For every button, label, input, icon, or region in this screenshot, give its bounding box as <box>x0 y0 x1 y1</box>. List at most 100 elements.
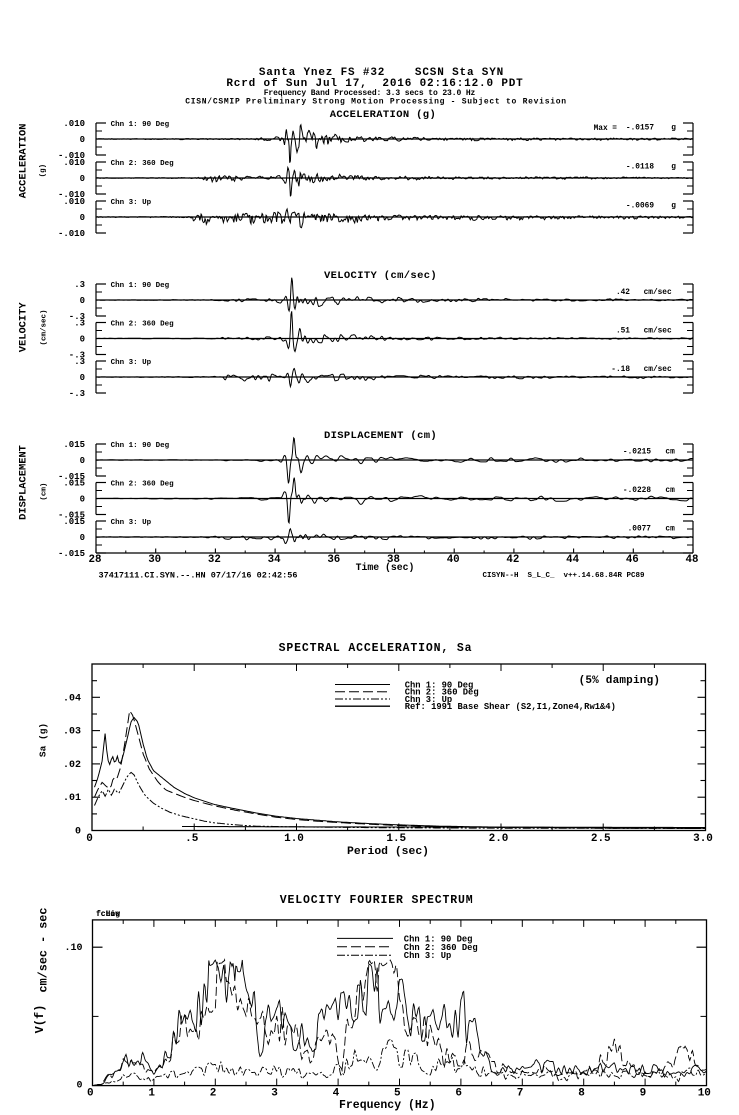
svg-text:Time (sec): Time (sec) <box>356 562 415 573</box>
svg-text:cm/sec: cm/sec <box>644 289 672 297</box>
svg-text:8: 8 <box>578 1087 585 1099</box>
svg-text:42: 42 <box>506 554 519 566</box>
svg-text:.5: .5 <box>185 833 199 845</box>
svg-text:Period (sec): Period (sec) <box>347 846 429 858</box>
svg-text:2.0: 2.0 <box>489 833 509 845</box>
svg-text:-.3: -.3 <box>69 312 85 322</box>
svg-text:(5% damping): (5% damping) <box>579 675 661 687</box>
svg-text:Max =: Max = <box>594 125 618 133</box>
svg-text:(cm): (cm) <box>41 483 49 501</box>
svg-text:0: 0 <box>80 335 85 345</box>
svg-text:-.0215: -.0215 <box>623 449 651 457</box>
svg-text:Chn 2: 360 Deg: Chn 2: 360 Deg <box>111 480 175 488</box>
svg-text:SPECTRAL ACCELERATION, Sa: SPECTRAL ACCELERATION, Sa <box>279 642 473 655</box>
svg-text:(cm/sec): (cm/sec) <box>41 309 49 345</box>
svg-text:0: 0 <box>80 373 85 383</box>
svg-text:fcHig: fcHig <box>96 910 120 919</box>
svg-text:32: 32 <box>208 554 221 566</box>
svg-text:0: 0 <box>80 296 85 306</box>
svg-text:Chn 3: Up: Chn 3: Up <box>111 359 152 367</box>
svg-text:7: 7 <box>517 1087 524 1099</box>
svg-text:VELOCITY FOURIER SPECTRUM: VELOCITY FOURIER SPECTRUM <box>280 894 474 907</box>
svg-text:-.015: -.015 <box>58 472 85 482</box>
svg-text:37417111.CI.SYN.--.HN 07/17/16: 37417111.CI.SYN.--.HN 07/17/16 02:42:56 <box>99 571 298 581</box>
svg-text:30: 30 <box>148 554 161 566</box>
svg-text:3: 3 <box>271 1087 278 1099</box>
svg-text:-.0157: -.0157 <box>626 125 654 133</box>
svg-text:Chn 2: 360 Deg: Chn 2: 360 Deg <box>405 688 479 698</box>
svg-text:DISPLACEMENT (cm): DISPLACEMENT (cm) <box>324 430 437 442</box>
svg-text:.03: .03 <box>63 727 81 738</box>
svg-text:44: 44 <box>566 554 579 566</box>
svg-text:40: 40 <box>447 554 460 566</box>
svg-text:Frequency Band Processed: 3.3: Frequency Band Processed: 3.3 secs to 23… <box>264 89 476 98</box>
svg-text:1.5: 1.5 <box>386 833 406 845</box>
svg-text:cm: cm <box>665 526 675 534</box>
svg-text:.010: .010 <box>63 119 85 129</box>
svg-text:.3: .3 <box>74 280 85 290</box>
svg-text:.01: .01 <box>63 793 81 804</box>
svg-text:.3: .3 <box>74 319 85 329</box>
svg-text:5: 5 <box>394 1087 401 1099</box>
svg-text:1.0: 1.0 <box>284 833 304 845</box>
svg-text:-.18: -.18 <box>611 366 630 374</box>
svg-text:.42: .42 <box>616 289 630 297</box>
svg-text:46: 46 <box>626 554 639 566</box>
svg-text:fcLow: fcLow <box>96 910 120 919</box>
svg-text:.010: .010 <box>63 158 85 168</box>
svg-text:0: 0 <box>75 827 81 838</box>
svg-text:Chn 3: Up: Chn 3: Up <box>405 695 453 705</box>
svg-text:V(f): V(f) <box>33 1005 47 1034</box>
svg-text:Chn 3: Up: Chn 3: Up <box>111 199 152 207</box>
svg-text:Chn 2: 360 Deg: Chn 2: 360 Deg <box>111 160 175 168</box>
svg-text:ACCELERATION: ACCELERATION <box>18 123 30 198</box>
svg-text:Chn 1: 90 Deg: Chn 1: 90 Deg <box>404 934 473 944</box>
svg-text:2: 2 <box>210 1087 217 1099</box>
svg-text:VELOCITY: VELOCITY <box>18 302 30 353</box>
svg-text:ACCELERATION (g): ACCELERATION (g) <box>330 109 436 121</box>
svg-text:.015: .015 <box>63 517 85 527</box>
svg-text:-.015: -.015 <box>58 511 85 521</box>
svg-text:10: 10 <box>698 1087 711 1099</box>
svg-text:Chn 2: 360 Deg: Chn 2: 360 Deg <box>111 320 175 328</box>
svg-text:9: 9 <box>640 1087 647 1099</box>
svg-text:cm/sec - sec: cm/sec - sec <box>37 908 51 993</box>
svg-text:Ref: 1991 Base Shear (S2,I1,Zo: Ref: 1991 Base Shear (S2,I1,Zone4,Rw1&4) <box>405 702 616 712</box>
svg-text:Chn 1: 90 Deg: Chn 1: 90 Deg <box>111 442 170 450</box>
svg-text:-.010: -.010 <box>58 151 85 161</box>
svg-text:g: g <box>671 164 676 172</box>
svg-text:cm: cm <box>665 487 675 495</box>
svg-text:0: 0 <box>80 213 85 223</box>
svg-text:Santa Ynez FS #32 SCSN Sta: Santa Ynez FS #32 SCSN Sta SYN <box>259 67 504 79</box>
svg-text:Chn 1: 90 Deg: Chn 1: 90 Deg <box>405 681 474 691</box>
svg-text:Chn 1: 90 Deg: Chn 1: 90 Deg <box>111 282 170 290</box>
svg-text:38: 38 <box>387 554 400 566</box>
svg-text:.3: .3 <box>74 357 85 367</box>
svg-text:0: 0 <box>80 174 85 184</box>
svg-text:6: 6 <box>455 1087 462 1099</box>
svg-text:DISPLACEMENT: DISPLACEMENT <box>18 445 30 520</box>
svg-text:Chn 3: Up: Chn 3: Up <box>404 951 452 961</box>
svg-text:cm/sec: cm/sec <box>644 366 672 374</box>
svg-text:g: g <box>671 203 676 211</box>
svg-text:1: 1 <box>148 1087 155 1099</box>
svg-text:cm: cm <box>665 449 675 457</box>
svg-text:3.0: 3.0 <box>693 833 713 845</box>
svg-text:.015: .015 <box>63 479 85 489</box>
svg-text:0: 0 <box>87 1087 94 1099</box>
svg-text:.0077: .0077 <box>628 526 652 534</box>
svg-text:-.3: -.3 <box>69 389 85 399</box>
svg-text:-.010: -.010 <box>58 190 85 200</box>
svg-text:CISN/CSMIP Preliminary Strong: CISN/CSMIP Preliminary Strong Motion Pro… <box>185 98 567 107</box>
svg-text:g: g <box>671 125 676 133</box>
svg-text:.02: .02 <box>63 760 81 771</box>
svg-text:Chn 1: 90 Deg: Chn 1: 90 Deg <box>111 121 170 129</box>
svg-text:cm/sec: cm/sec <box>644 328 672 336</box>
svg-text:Chn 3: Up: Chn 3: Up <box>111 519 152 527</box>
svg-text:CISYN--H S_L_C_ v++.14.68.84: CISYN--H S_L_C_ v++.14.68.84R PC89 <box>483 572 646 580</box>
svg-text:-.0069: -.0069 <box>626 203 654 211</box>
svg-text:.015: .015 <box>63 440 85 450</box>
svg-text:-.010: -.010 <box>58 229 85 239</box>
svg-text:0: 0 <box>80 533 85 543</box>
svg-text:VELOCITY (cm/sec): VELOCITY (cm/sec) <box>324 270 437 282</box>
